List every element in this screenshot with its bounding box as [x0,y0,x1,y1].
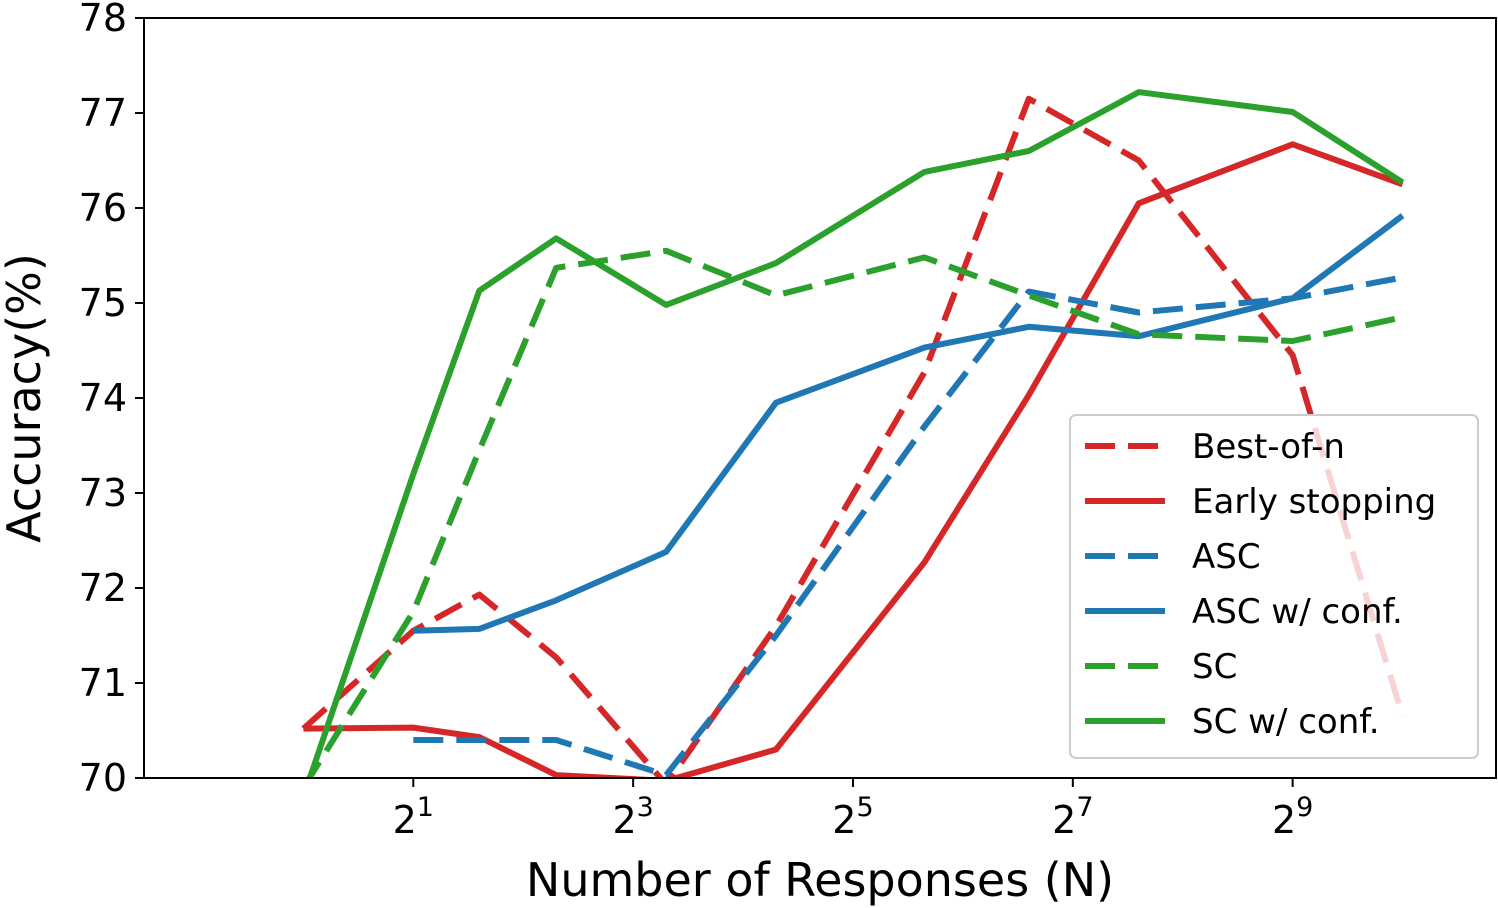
x-tick-label: 25 [832,792,873,842]
y-tick-label: 76 [79,186,127,230]
legend-label-asc: ASC [1192,537,1261,577]
y-tick-label: 71 [79,661,127,705]
x-tick-label: 23 [612,792,653,842]
legend-label-sc: SC [1192,647,1237,687]
y-tick-label: 77 [79,91,127,135]
y-tick-label: 75 [79,281,127,325]
x-tick-label: 29 [1272,792,1313,842]
legend: Best-of-n Early stopping ASC ASC w/ conf. SC… [1069,414,1479,759]
series-line-early-stopping [303,141,1404,778]
legend-label-best-of-n: Best-of-n [1192,427,1345,467]
x-tick-label: 27 [1052,792,1093,842]
legend-label-early-stopping: Early stopping [1192,482,1436,522]
y-tick-label: 70 [79,756,127,800]
x-axis-label: Number of Responses (N) [526,853,1114,907]
legend-box [1069,414,1479,759]
series-line-asc-w-conf [413,213,1405,634]
y-tick-label: 74 [79,376,127,420]
y-tick-label: 73 [79,471,127,515]
legend-label-asc-w-conf: ASC w/ conf. [1192,592,1403,632]
y-axis-label: Accuracy(%) [0,253,51,543]
series-line-sc-w-conf [306,89,1405,778]
series-line-best-of-n [301,95,1406,778]
legend-label-sc-w-conf: SC w/ conf. [1192,702,1380,742]
series-line-asc [413,274,1404,778]
series-line-sc [305,247,1404,778]
x-tick-label: 21 [393,792,434,842]
y-tick-label: 78 [79,0,127,40]
y-tick-label: 72 [79,566,127,610]
